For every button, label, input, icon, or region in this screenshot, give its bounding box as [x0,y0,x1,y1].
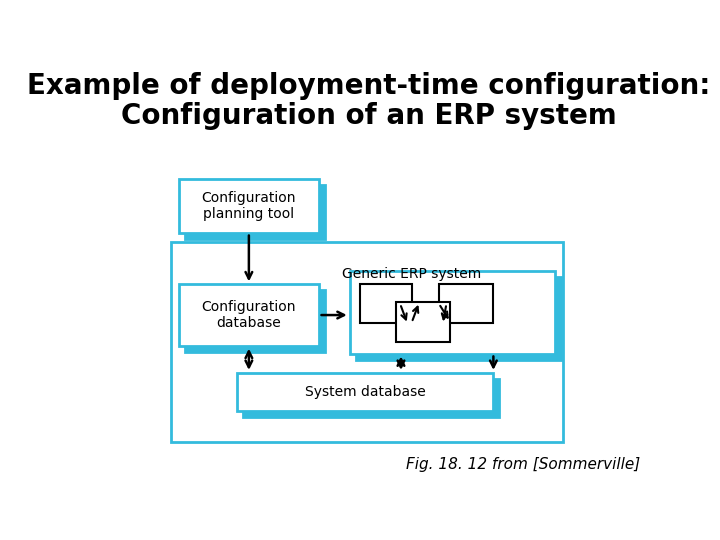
Bar [356,278,561,360]
Bar [350,271,555,354]
Text: System database: System database [305,385,426,399]
Text: Configuration
planning tool: Configuration planning tool [202,191,296,221]
Bar [396,302,451,342]
Bar [179,284,319,346]
Bar [185,185,325,239]
Bar [238,373,493,411]
Bar [185,291,325,352]
Text: Configuration
database: Configuration database [202,300,296,330]
Bar [179,179,319,233]
Bar [360,284,412,323]
Text: Example of deployment-time configuration:: Example of deployment-time configuration… [27,72,711,100]
Text: Generic ERP system: Generic ERP system [342,267,481,281]
Bar [243,379,499,417]
Text: Configuration of an ERP system: Configuration of an ERP system [121,102,617,130]
Text: Fig. 18. 12 from [Sommerville]: Fig. 18. 12 from [Sommerville] [406,457,640,472]
Bar [171,242,563,442]
Bar [438,284,493,323]
